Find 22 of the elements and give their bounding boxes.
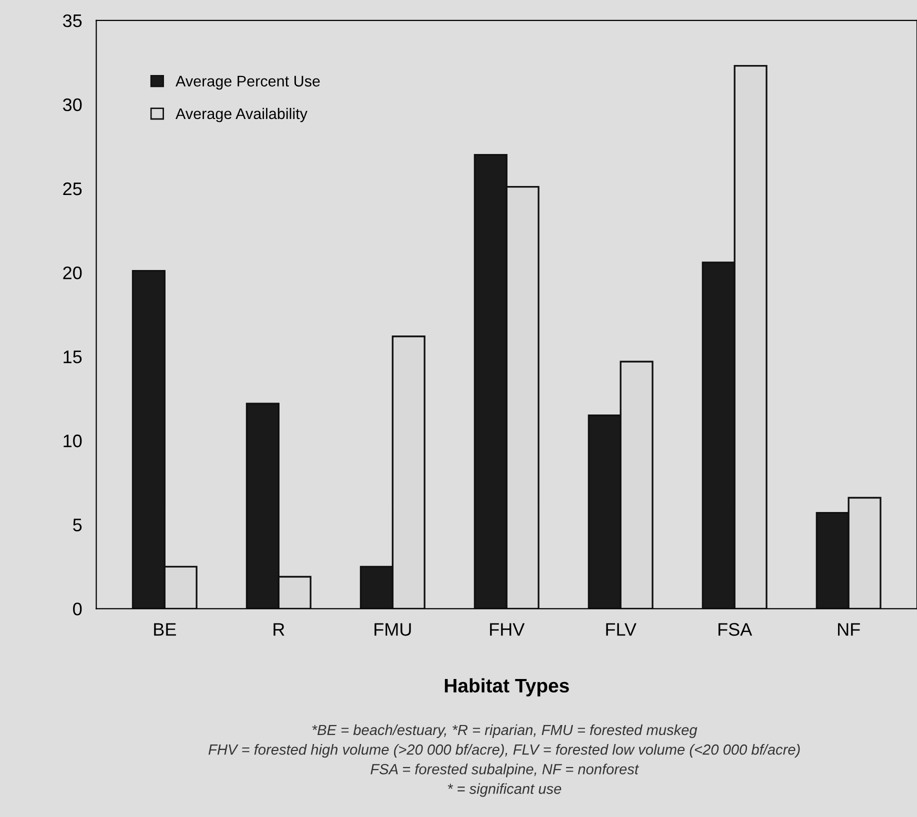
x-tick-label: FSA	[718, 623, 752, 636]
x-axis-title: Habitat Types	[444, 678, 569, 696]
y-tick-label: 15	[64, 350, 82, 364]
text: FSA = forested subalpine, NF = nonforest	[370, 764, 640, 778]
text: * = significant use	[448, 783, 562, 797]
x-tick-label: R	[274, 623, 284, 636]
legend-label: Average Availability	[176, 108, 308, 122]
x-tick-label: FLV	[606, 623, 636, 636]
x-tick-label: BE	[154, 623, 176, 636]
y-tick-label: 0	[73, 602, 82, 616]
legend-label: Average Percent Use	[176, 76, 320, 90]
y-tick-label: 35	[63, 14, 82, 28]
y-tick-label: 5	[73, 518, 82, 532]
x-tick-label: NF	[838, 623, 860, 636]
y-tick-label: 30	[63, 98, 82, 112]
text: *BE = beach/estuary, *R = riparian, FMU = forested muskeg	[312, 724, 698, 738]
x-tick-label: FHV	[490, 623, 525, 636]
y-tick-label: 20	[63, 266, 82, 280]
y-tick-label: 10	[64, 434, 82, 448]
x-tick-label: FMU	[374, 623, 411, 636]
y-tick-label: 25	[63, 182, 82, 196]
text: FHV = forested high volume (>20 000 bf/acre), FLV = forested low volume (<20 000 bf/acre)	[208, 744, 800, 758]
